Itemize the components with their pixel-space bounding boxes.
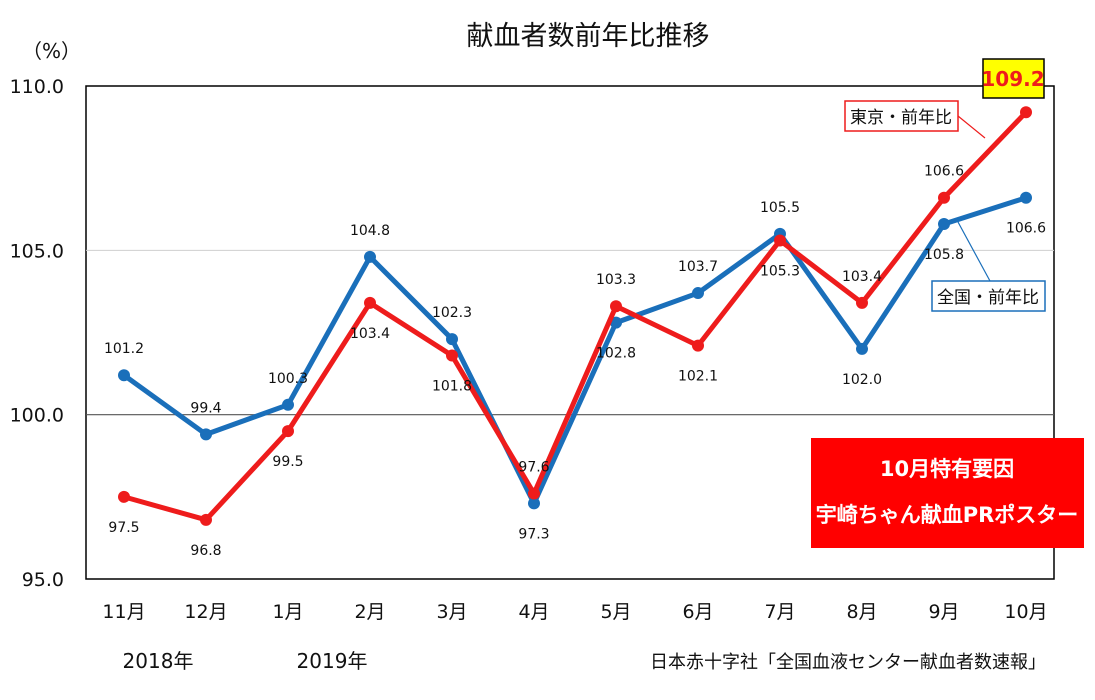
data-label-0: 101.2 (104, 341, 144, 357)
data-label-1: 103.4 (842, 269, 882, 285)
data-point-0 (938, 218, 950, 231)
data-point-1 (446, 349, 458, 362)
data-label-1: 105.3 (760, 263, 800, 279)
chart-title: 献血者数前年比推移 (467, 21, 710, 52)
highlight-value: 109.2 (981, 67, 1044, 91)
plot-area (85, 85, 1055, 580)
data-label-0: 106.6 (1006, 221, 1046, 237)
data-point-0 (856, 342, 868, 355)
data-point-0 (118, 369, 130, 382)
data-point-1 (610, 300, 622, 313)
data-point-1 (938, 191, 950, 204)
x-tick-label: 8月 (846, 601, 877, 623)
legend-leader-tokyo (957, 115, 986, 139)
data-label-1: 99.5 (272, 454, 303, 470)
data-label-0: 102.3 (432, 305, 472, 321)
data-point-0 (200, 428, 212, 441)
annotation-line2: 宇崎ちゃん献血PRポスター (816, 503, 1079, 527)
legend-box-national (931, 280, 1046, 312)
data-label-1: 106.6 (924, 164, 964, 180)
data-label-0: 100.3 (268, 371, 308, 387)
data-point-1 (774, 234, 786, 247)
series-line-0 (121, 195, 1029, 506)
x-tick-label: 4月 (518, 601, 549, 623)
legend-box-tokyo (844, 100, 959, 132)
data-label-1: 97.6 (518, 460, 549, 476)
x-tick-label: 11月 (102, 601, 145, 623)
data-label-0: 102.8 (596, 346, 636, 362)
x-tick-label: 1月 (272, 601, 303, 623)
x-tick-label: 6月 (682, 601, 713, 623)
data-label-1: 97.5 (108, 520, 139, 536)
year-label-2018: 2018年 (123, 649, 194, 673)
data-label-1: 103.4 (350, 326, 390, 342)
data-point-1 (528, 487, 540, 500)
data-point-0 (364, 250, 376, 263)
data-point-1 (282, 425, 294, 438)
data-label-1: 96.8 (190, 543, 221, 559)
x-tick-label: 3月 (436, 601, 467, 623)
data-label-1: 101.8 (432, 379, 472, 395)
data-point-1 (200, 513, 212, 526)
x-tick-label: 9月 (928, 601, 959, 623)
data-label-1: 103.3 (596, 272, 636, 288)
data-point-0 (1020, 191, 1032, 204)
data-label-0: 105.5 (760, 200, 800, 216)
legend-leader-national (957, 221, 991, 282)
data-point-1 (364, 296, 376, 309)
legend-label-tokyo: 東京・前年比 (850, 108, 952, 128)
data-label-0: 105.8 (924, 247, 964, 263)
y-tick-label: 95.0 (22, 569, 64, 591)
data-label-0: 104.8 (350, 223, 390, 239)
series-line-1 (121, 109, 1029, 523)
data-label-0: 99.4 (190, 400, 221, 416)
data-label-0: 103.7 (678, 259, 718, 275)
x-tick-label: 10月 (1004, 601, 1047, 623)
annotation-box (811, 438, 1084, 548)
data-point-0 (446, 333, 458, 346)
y-unit-label: （%） (22, 39, 81, 63)
y-tick-label: 100.0 (10, 405, 64, 427)
data-point-0 (528, 497, 540, 510)
data-point-1 (856, 296, 868, 309)
y-tick-label: 105.0 (10, 240, 64, 262)
data-point-1 (692, 339, 704, 352)
x-tick-label: 7月 (764, 601, 795, 623)
year-label-2019: 2019年 (297, 649, 368, 673)
data-point-0 (282, 398, 294, 411)
data-point-0 (692, 287, 704, 300)
data-point-1 (118, 490, 130, 503)
x-tick-label: 12月 (184, 601, 227, 623)
annotation-line1: 10月特有要因 (880, 457, 1014, 481)
data-label-0: 102.0 (842, 372, 882, 388)
data-label-0: 97.3 (518, 526, 549, 542)
source-note: 日本赤十字社「全国血液センター献血者数速報」 (650, 652, 1046, 673)
x-tick-label: 2月 (354, 601, 385, 623)
data-point-1 (1020, 106, 1032, 119)
data-point-0 (610, 316, 622, 329)
highlight-box (982, 58, 1045, 99)
x-tick-label: 5月 (600, 601, 631, 623)
data-label-1: 102.1 (678, 369, 718, 385)
legend-label-national: 全国・前年比 (937, 288, 1039, 308)
y-tick-label: 110.0 (10, 76, 64, 98)
